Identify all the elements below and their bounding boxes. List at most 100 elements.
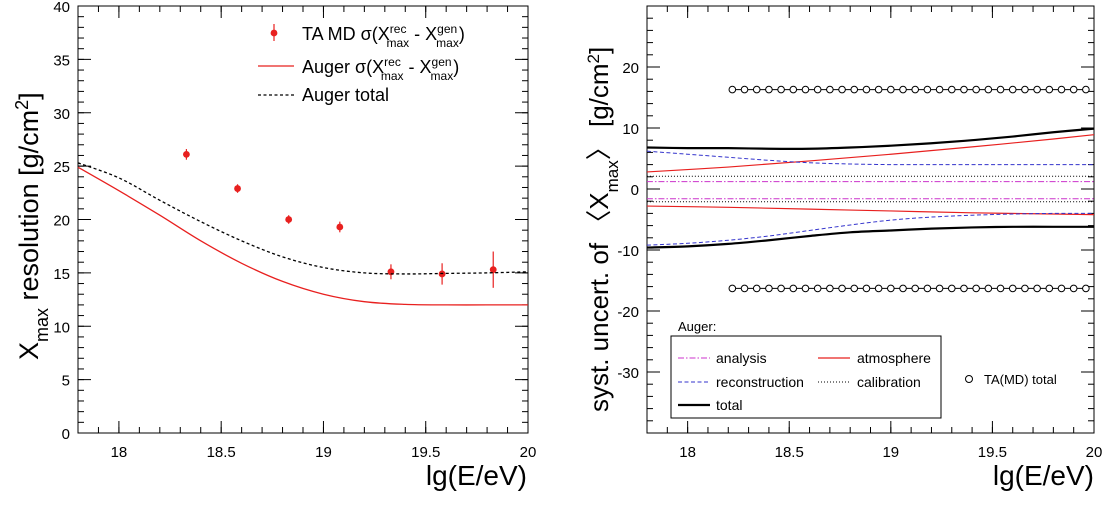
x-tick-label: 19.5 bbox=[411, 444, 440, 461]
ta-md-total-upper-marker bbox=[887, 85, 895, 94]
ta-md-total-lower-marker bbox=[813, 284, 822, 293]
ta-md-total-upper-marker bbox=[1082, 85, 1090, 94]
total-lower-band bbox=[646, 225, 1094, 249]
ta-md-total-lower-marker bbox=[1021, 284, 1029, 293]
ta-md-total-upper-marker bbox=[752, 85, 761, 94]
ta-md-total-lower-marker bbox=[1008, 284, 1017, 293]
y-tick-label: 10 bbox=[53, 319, 70, 336]
right-x-axis-label: lg(E/eV) bbox=[993, 460, 1094, 491]
ta-md-total-upper-marker bbox=[838, 85, 846, 94]
legend-auger-total-label: Auger total bbox=[302, 85, 389, 105]
left-tick-labels: 18 18.5 19 19.5 20 0 5 10 15 20 25 30 35 40 bbox=[53, 0, 536, 461]
left-ticks bbox=[77, 5, 529, 434]
legend-calibration-label: calibration bbox=[857, 374, 921, 390]
right-legend-box bbox=[670, 335, 942, 419]
legend-entry-ta-md: TA MD σ(Xrec max - Xgen max) bbox=[270, 22, 465, 50]
legend-atmosphere-label: atmosphere bbox=[857, 350, 931, 366]
left-legend: TA MD σ(Xrec max - Xgen max) Auger σ(Xrec m… bbox=[258, 22, 465, 105]
y-tick-label: 10 bbox=[622, 121, 639, 138]
x-tick-label: 18 bbox=[679, 444, 696, 461]
ta-md-total-lower-marker bbox=[984, 284, 993, 293]
ta-md-total-upper-marker bbox=[1008, 85, 1017, 94]
legend-entry-auger-sigma: Auger σ(Xrec max - Xgen max) bbox=[258, 55, 459, 83]
right-plot-area bbox=[646, 85, 1095, 293]
ta-md-point bbox=[336, 223, 344, 231]
ta-md-total-upper-marker bbox=[984, 85, 993, 94]
x-tick-label: 20 bbox=[520, 444, 537, 461]
legend-ta-md-label: TA MD σ(Xrec max - Xgen max) bbox=[302, 22, 465, 50]
x-tick-label: 18.5 bbox=[207, 444, 236, 461]
ta-md-total-upper-marker bbox=[862, 85, 871, 94]
systematics-panel: 18 18.5 19 19.5 20 -30 -20 -10 0 10 20 lg(E/eV) sy… bbox=[584, 5, 1103, 491]
ta-md-total-upper-marker bbox=[1033, 85, 1041, 94]
ta-md-total-lower-marker bbox=[874, 284, 883, 293]
x-tick-label: 19 bbox=[315, 444, 332, 461]
legend-ta-md-total-marker bbox=[965, 375, 973, 383]
y-tick-label: 0 bbox=[62, 426, 70, 443]
ta-md-total-upper-marker bbox=[826, 85, 834, 94]
ta-md-total-lower-marker bbox=[960, 284, 968, 293]
atmosphere-upper-band bbox=[646, 134, 1095, 173]
ta-md-total-upper-marker bbox=[947, 85, 956, 94]
y-tick-label: -30 bbox=[617, 365, 639, 382]
ta-md-point bbox=[489, 266, 497, 274]
legend-auger-sigma-label: Auger σ(Xrec max - Xgen max) bbox=[302, 55, 459, 83]
ta-md-total-upper-marker bbox=[801, 85, 810, 94]
y-tick-label: 30 bbox=[53, 106, 70, 123]
ta-md-total-lower-marker bbox=[935, 284, 944, 293]
legend-analysis-label: analysis bbox=[716, 350, 767, 366]
ta-md-total-lower-marker bbox=[947, 284, 956, 293]
ta-md-total-lower-marker bbox=[887, 284, 895, 293]
ta-md-total-upper-marker bbox=[1045, 85, 1054, 94]
ta-md-total-lower-marker bbox=[1033, 284, 1041, 293]
y-tick-label: 5 bbox=[62, 373, 70, 390]
auger-sigma-curve bbox=[77, 166, 528, 306]
x-tick-label: 18 bbox=[111, 444, 128, 461]
y-tick-label: -10 bbox=[617, 243, 639, 260]
ta-md-total-lower-marker bbox=[826, 284, 834, 293]
ta-md-total-lower-marker bbox=[801, 284, 810, 293]
ta-md-total-lower-marker bbox=[899, 284, 907, 293]
ta-md-total-lower-marker bbox=[752, 284, 761, 293]
ta-md-point bbox=[285, 216, 293, 223]
ta-md-total-upper-marker bbox=[1021, 85, 1029, 94]
ta-md-total-upper-marker bbox=[740, 85, 749, 94]
ta-md-total-lower-marker bbox=[996, 284, 1005, 293]
ta-md-total-lower-marker bbox=[728, 284, 737, 293]
left-x-axis-label: lg(E/eV) bbox=[426, 460, 527, 491]
ta-md-total-lower-marker bbox=[1045, 284, 1054, 293]
ta-md-total-lower-marker bbox=[1082, 284, 1090, 293]
ta-md-total-upper-marker bbox=[996, 85, 1005, 94]
x-tick-label: 19.5 bbox=[978, 444, 1007, 461]
legend-entry-ta-md-total: TA(MD) total bbox=[965, 372, 1057, 387]
ta-md-total-lower-marker bbox=[765, 284, 773, 293]
y-tick-label: 40 bbox=[53, 0, 70, 16]
ta-md-total-upper-marker bbox=[1069, 85, 1078, 94]
legend-entry-auger-total: Auger total bbox=[258, 85, 389, 105]
total-upper-band bbox=[646, 127, 1095, 150]
legend-total-label: total bbox=[716, 397, 742, 413]
x-tick-label: 20 bbox=[1086, 444, 1103, 461]
ta-md-total-upper-marker bbox=[789, 85, 798, 94]
left-y-axis-label: Xmax resolution [g/cm2] bbox=[12, 92, 52, 360]
ta-md-total-upper-marker bbox=[777, 85, 785, 94]
right-legend: Auger: analysis atmosphere reconstructio… bbox=[670, 319, 942, 419]
y-tick-label: -20 bbox=[617, 304, 639, 321]
ta-md-total-upper-marker bbox=[935, 85, 944, 94]
ta-md-total-upper-marker bbox=[911, 85, 920, 94]
ta-md-total-lower-marker bbox=[789, 284, 798, 293]
y-tick-label: 20 bbox=[53, 213, 70, 230]
ta-md-total-lower-marker bbox=[838, 284, 846, 293]
ta-md-total-upper-marker bbox=[899, 85, 907, 94]
ta-md-total-lower-marker bbox=[850, 284, 859, 293]
y-tick-label: 25 bbox=[53, 159, 70, 176]
x-tick-label: 19 bbox=[882, 444, 899, 461]
ta-md-total-lower-marker bbox=[1069, 284, 1078, 293]
right-y-axis-label: syst. uncert. of 〈Xmax〉 [g/cm2] bbox=[584, 47, 622, 412]
ta-md-point bbox=[234, 185, 241, 192]
y-tick-label: 35 bbox=[53, 52, 70, 69]
ta-md-total-upper-marker bbox=[765, 85, 773, 94]
ta-md-total-upper-marker bbox=[813, 85, 822, 94]
